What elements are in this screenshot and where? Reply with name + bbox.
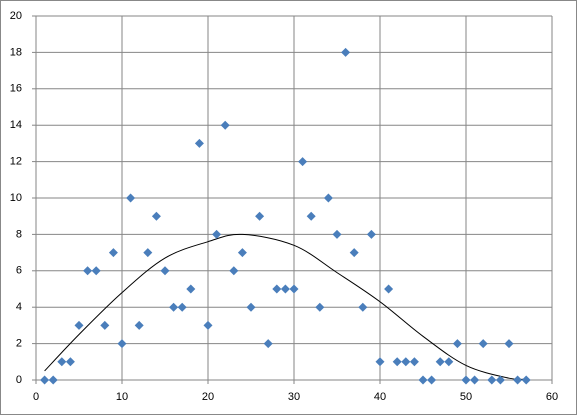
point — [418, 375, 428, 385]
y-tick-label: 8 — [16, 228, 22, 240]
y-tick-label: 20 — [10, 10, 22, 22]
point — [487, 375, 497, 385]
point — [212, 229, 222, 239]
point — [177, 302, 187, 312]
y-tick-label: 2 — [16, 338, 22, 350]
point — [237, 248, 247, 258]
point — [126, 193, 136, 203]
point — [375, 357, 385, 367]
point — [521, 375, 531, 385]
point — [323, 193, 333, 203]
point — [392, 357, 402, 367]
point — [143, 248, 153, 258]
point — [100, 320, 110, 330]
point — [272, 284, 282, 294]
point — [470, 375, 480, 385]
point — [349, 248, 359, 258]
point — [160, 266, 170, 276]
point — [220, 120, 230, 130]
point — [48, 375, 58, 385]
point — [452, 339, 462, 349]
x-tick-label: 10 — [116, 391, 128, 403]
y-tick-label: 18 — [10, 46, 22, 58]
trendline — [44, 233, 527, 380]
y-tick-label: 4 — [16, 301, 22, 313]
point — [186, 284, 196, 294]
point — [229, 266, 239, 276]
point — [117, 339, 127, 349]
point — [263, 339, 273, 349]
point — [134, 320, 144, 330]
x-tick-label: 60 — [546, 391, 558, 403]
point — [203, 320, 213, 330]
point — [40, 375, 50, 385]
point — [401, 357, 411, 367]
point — [513, 375, 523, 385]
point — [427, 375, 437, 385]
y-tick-label: 6 — [16, 265, 22, 277]
point — [461, 375, 471, 385]
point — [358, 302, 368, 312]
y-tick-label: 12 — [10, 156, 22, 168]
x-tick-label: 20 — [202, 391, 214, 403]
point — [169, 302, 179, 312]
x-tick-label: 30 — [288, 391, 300, 403]
y-tick-label: 14 — [10, 119, 22, 131]
point — [341, 47, 351, 57]
y-tick-label: 16 — [10, 83, 22, 95]
point — [57, 357, 67, 367]
point — [280, 284, 290, 294]
point — [478, 339, 488, 349]
point — [444, 357, 454, 367]
x-tick-label: 50 — [460, 391, 472, 403]
point — [366, 229, 376, 239]
point — [504, 339, 514, 349]
x-tick-label: 40 — [374, 391, 386, 403]
point — [298, 157, 308, 167]
x-tick-label: 0 — [33, 391, 39, 403]
point — [65, 357, 75, 367]
point — [315, 302, 325, 312]
point — [108, 248, 118, 258]
point — [194, 138, 204, 148]
point — [151, 211, 161, 221]
point — [91, 266, 101, 276]
point — [409, 357, 419, 367]
point — [246, 302, 256, 312]
point — [306, 211, 316, 221]
point — [495, 375, 505, 385]
point — [332, 229, 342, 239]
point — [83, 266, 93, 276]
point — [384, 284, 394, 294]
point — [289, 284, 299, 294]
point — [255, 211, 265, 221]
point — [435, 357, 445, 367]
y-tick-label: 10 — [10, 192, 22, 204]
point — [74, 320, 84, 330]
y-tick-label: 0 — [16, 374, 22, 386]
